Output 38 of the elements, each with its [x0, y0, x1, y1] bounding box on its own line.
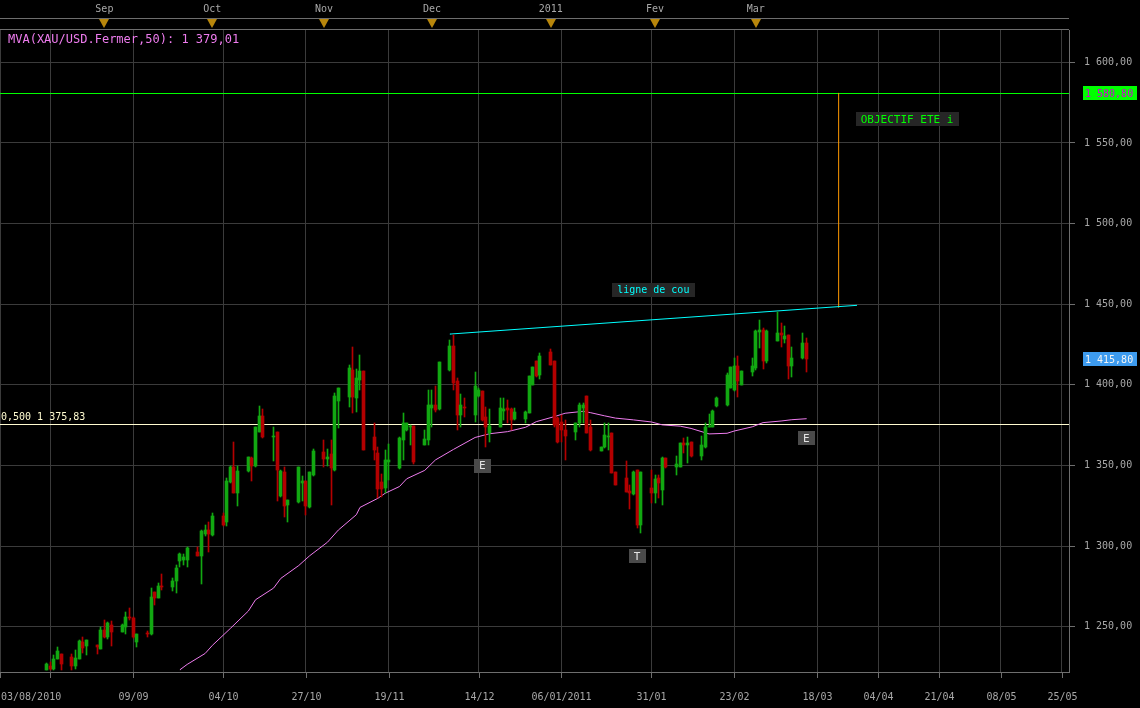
- ref-line-label: 1 580,80: [1085, 87, 1134, 99]
- x-tick-label: 31/01: [636, 690, 667, 702]
- x-tick-label: 18/03: [802, 690, 833, 702]
- x-tick-label: 09/09: [118, 690, 149, 702]
- y-tick-label: 1 400,00: [1084, 378, 1133, 390]
- y-tick-label: 1 250,00: [1084, 620, 1133, 632]
- ref-line-label: 0,500 1 375,83: [1, 411, 86, 423]
- x-tick-label: 04/10: [208, 690, 239, 702]
- annotation: E: [802, 431, 810, 445]
- text: MVA(XAU/USD.Fermer,50): 1 379,01: [8, 32, 240, 47]
- x-tick-label: 04/04: [863, 690, 894, 702]
- x2-tick-label: Nov: [314, 2, 333, 14]
- annotation: T: [633, 549, 641, 563]
- annotation: E: [479, 459, 486, 473]
- x2-tick-label: 2011: [538, 2, 563, 14]
- x-tick-label: 06/01/2011: [531, 690, 592, 702]
- y-tick-label: 1 450,00: [1084, 297, 1133, 309]
- annotation: OBJECTIF ETE i: [860, 113, 954, 127]
- x-tick-label: 19/11: [374, 690, 405, 702]
- x-tick-label: 27/10: [291, 690, 322, 702]
- x2-tick-label: Sep: [95, 2, 114, 14]
- x-tick-label: 03/08/2010: [0, 690, 62, 702]
- y-tick-label: 1 300,00: [1084, 539, 1133, 551]
- text: ligne de cou: [617, 284, 690, 296]
- y-tick-label: 1 550,00: [1084, 136, 1133, 148]
- x-tick-label: 23/02: [719, 690, 750, 702]
- x-tick-label: 21/04: [924, 690, 955, 702]
- x-tick-label: 14/12: [464, 690, 495, 702]
- x2-tick-label: Mar: [746, 2, 765, 14]
- x2-tick-label: Dec: [422, 2, 441, 14]
- y-tick-label: 1 600,00: [1084, 55, 1133, 67]
- x2-tick-label: Oct: [203, 2, 222, 14]
- text: 1 415,80: [1085, 353, 1134, 365]
- y-tick-label: 1 350,00: [1084, 459, 1133, 471]
- x2-tick-label: Fev: [646, 2, 665, 14]
- y-tick-label: 1 500,00: [1084, 217, 1133, 229]
- x-tick-label: 08/05: [986, 690, 1017, 702]
- x-tick-label: 25/05: [1047, 690, 1078, 702]
